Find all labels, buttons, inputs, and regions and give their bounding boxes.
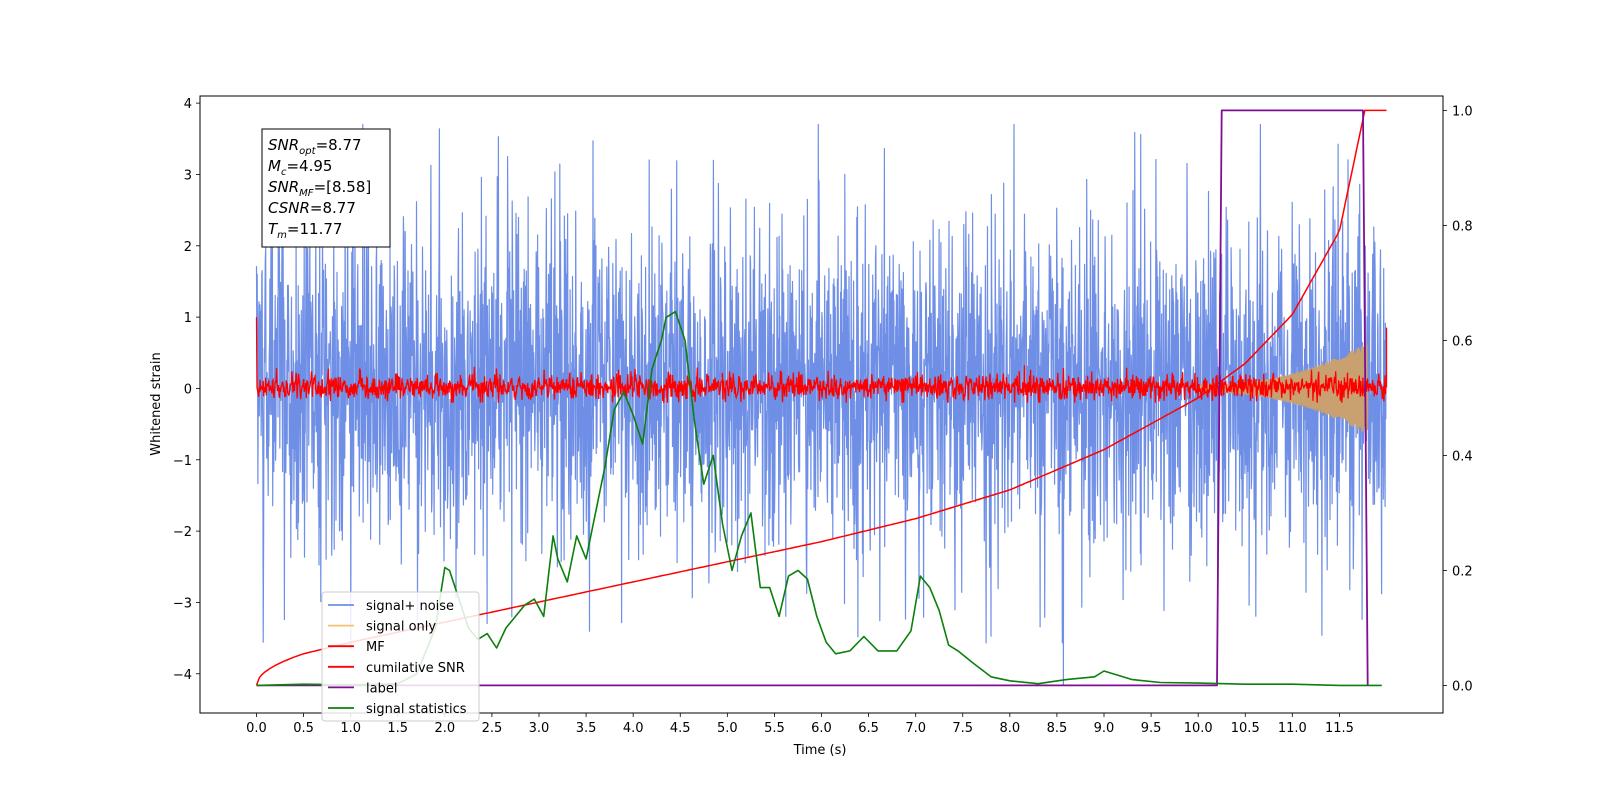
x-tick-label: 11.0: [1278, 721, 1307, 736]
series-label: [256, 109, 1369, 687]
annotation-frame: [261, 128, 391, 248]
annotation-line: Mc=4.95: [268, 157, 332, 178]
x-tick-label: 2.5: [482, 721, 503, 736]
x-tick-label: 1.0: [340, 721, 361, 736]
annotation-value: =11.77: [287, 220, 343, 238]
annotation-line: CSNR=8.77: [268, 199, 356, 217]
annotation-value: =[8.58]: [314, 178, 372, 196]
x-tick-label: 6.5: [858, 721, 879, 736]
x-tick-label: 8.5: [1047, 721, 1068, 736]
y-right-tick-label: 0.0: [1452, 679, 1473, 694]
x-axis: 0.0 0.5 1.0 1.5 2.0 2.5 3.0 3.5 4.0 4.5 5.0 5.5 6.0 6…: [246, 713, 1354, 736]
x-tick-label: 1.5: [387, 721, 408, 736]
y-right-tick-label: 0.4: [1452, 449, 1473, 464]
x-axis-label: Time (s): [793, 743, 847, 758]
y-tick-label: 0: [184, 382, 192, 397]
annotation-value: =8.77: [316, 136, 362, 154]
x-tick-label: 10.5: [1231, 721, 1260, 736]
annotation-subscript: MF: [299, 188, 314, 199]
annotation-subscript: c: [281, 167, 287, 178]
annotation-value: =8.77: [310, 199, 356, 217]
x-tick-label: 5.5: [764, 721, 785, 736]
y-right-tick-label: 0.8: [1452, 219, 1473, 234]
y-tick-label: 1: [184, 311, 192, 326]
x-tick-label: 8.0: [999, 721, 1020, 736]
x-tick-label: 3.0: [529, 721, 550, 736]
x-tick-label: 10.0: [1184, 721, 1213, 736]
annotation-subscript: opt: [299, 146, 316, 157]
x-tick-label: 4.5: [670, 721, 691, 736]
x-tick-label: 3.5: [576, 721, 597, 736]
x-tick-label: 4.0: [623, 721, 644, 736]
y-tick-label: −4: [173, 668, 192, 683]
legend-label: label: [366, 681, 397, 696]
x-tick-label: 7.5: [952, 721, 973, 736]
y-right-tick-label: 0.2: [1452, 564, 1473, 579]
annotation-symbol: SNR: [268, 136, 299, 154]
annotation-line: SNRMF=[8.58]: [268, 178, 371, 199]
y-right-tick-label: 1.0: [1452, 104, 1473, 119]
y-tick-label: −3: [173, 596, 192, 611]
annotation-line: Tm=11.77: [268, 220, 342, 241]
annotation-box: SNRopt=8.77Mc=4.95SNRMF=[8.58]CSNR=8.77T…: [261, 128, 391, 248]
legend: signal+ noise signal only MF cumilative SNR…: [321, 591, 480, 722]
series-signal-noise: [255, 123, 1388, 686]
y-axis-left: 4 3 2 1 0 −1 −2 −3 −4: [173, 97, 200, 683]
x-tick-label: 0.0: [246, 721, 267, 736]
legend-label: signal only: [366, 620, 436, 635]
x-tick-label: 9.5: [1141, 721, 1162, 736]
x-tick-label: 9.0: [1094, 721, 1115, 736]
x-tick-label: 7.0: [905, 721, 926, 736]
annotation-symbol: SNR: [268, 178, 299, 196]
y-axis-label: Whitened strain: [149, 352, 164, 455]
legend-frame: [321, 591, 480, 722]
y-tick-label: 3: [184, 168, 192, 183]
legend-label: MF: [366, 640, 385, 655]
y-tick-label: −2: [173, 525, 192, 540]
y-axis-right: 1.0 0.8 0.6 0.4 0.2 0.0: [1443, 104, 1473, 694]
y-tick-label: −1: [173, 454, 192, 469]
annotation-subscript: m: [277, 230, 287, 241]
y-tick-label: 4: [184, 97, 192, 112]
x-tick-label: 5.0: [717, 721, 738, 736]
annotation-symbol: M: [268, 157, 281, 175]
series-signal-statistics: [256, 310, 1382, 687]
x-tick-label: 2.0: [434, 721, 455, 736]
y-right-tick-label: 0.6: [1452, 334, 1473, 349]
series-mf: [255, 317, 1388, 403]
y-tick-label: 2: [184, 240, 192, 255]
legend-label: signal statistics: [366, 702, 467, 717]
annotation-symbol: T: [268, 220, 279, 238]
x-tick-label: 11.5: [1325, 721, 1354, 736]
annotation-line: SNRopt=8.77: [268, 136, 362, 157]
annotation-value: =4.95: [286, 157, 332, 175]
x-tick-label: 6.0: [811, 721, 832, 736]
x-tick-label: 0.5: [293, 721, 314, 736]
legend-label: signal+ noise: [366, 599, 454, 614]
annotation-symbol: CSNR: [268, 199, 310, 217]
legend-label: cumilative SNR: [366, 661, 465, 676]
